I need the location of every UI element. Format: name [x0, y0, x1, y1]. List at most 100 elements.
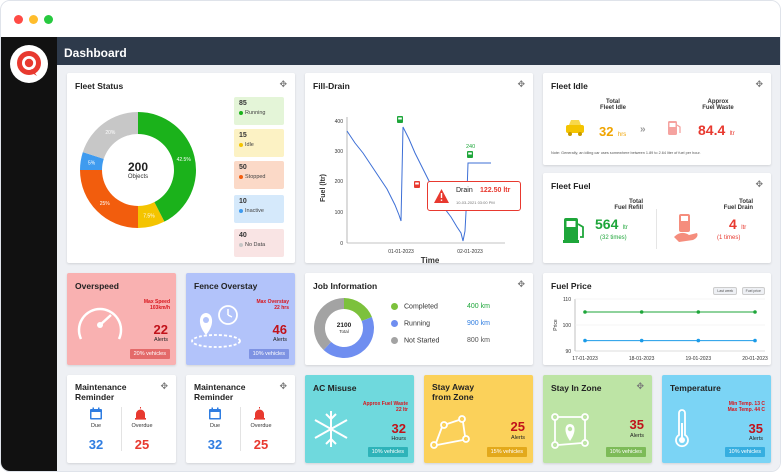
- idle-total-label: Total Fleet Idle: [599, 99, 626, 111]
- move-icon[interactable]: ✥: [279, 79, 287, 89]
- stay-in-zone-count: 35: [629, 417, 644, 432]
- fleet-idle-card: Fleet Idle ✥ Total Fleet Idle 32 hrs » A…: [543, 73, 771, 165]
- legend-dot: [239, 110, 243, 115]
- legend-count: 10: [239, 198, 247, 205]
- divider: [240, 407, 241, 451]
- legend-label: Inactive: [245, 208, 264, 214]
- app-logo[interactable]: [10, 45, 48, 83]
- vehicles-badge: 10% vehicles: [724, 447, 765, 457]
- y-tick-label: 110: [563, 297, 571, 303]
- period-select[interactable]: Last week: [713, 287, 738, 295]
- fleet-total: 200: [127, 160, 149, 174]
- move-icon[interactable]: ✥: [160, 381, 168, 391]
- location-fence-icon: [191, 305, 241, 348]
- donut-slice[interactable]: [138, 112, 196, 222]
- fuel-drain-icon: [674, 214, 698, 242]
- idle-total-unit: hrs: [617, 132, 627, 138]
- overspeed-count: 22: [153, 322, 168, 337]
- count-label: Alerts: [272, 337, 287, 343]
- y-tick-label: 90: [565, 349, 571, 355]
- fence-count: 46: [272, 322, 287, 337]
- arrow-icon: »: [640, 124, 646, 135]
- fuel-pump-icon: [397, 116, 403, 123]
- x-tick-label: 02-01-2023: [457, 249, 483, 255]
- snowflake-icon: [314, 411, 348, 447]
- data-point[interactable]: [696, 310, 701, 314]
- drain-popup[interactable]: Drain 122.50 ltr 10-03-2021 03:00 PM: [427, 181, 521, 211]
- fuel-waste-value: 84.4: [698, 122, 726, 138]
- alarm-icon: [254, 407, 265, 420]
- minimize-dot[interactable]: [29, 15, 38, 24]
- vehicles-badge: 15% vehicles: [486, 447, 527, 457]
- calendar-icon: [209, 407, 221, 420]
- move-icon[interactable]: ✥: [279, 381, 287, 391]
- donut-slice[interactable]: [323, 317, 374, 358]
- stay-away-card: Stay Away from Zone 25 Alerts 15% vehicl…: [424, 375, 533, 463]
- data-point[interactable]: [696, 338, 701, 343]
- slice-label: 20%: [105, 130, 116, 136]
- divider: [121, 407, 122, 451]
- count-label: Alerts: [510, 435, 525, 441]
- fuel-refill-value: 564: [595, 216, 619, 232]
- fuel-drain-value: 4: [729, 216, 737, 232]
- move-icon[interactable]: ✥: [517, 279, 525, 289]
- fuel-refill-label: Total Fuel Refill: [614, 199, 643, 211]
- data-point[interactable]: [753, 310, 757, 314]
- data-point[interactable]: [753, 338, 757, 343]
- data-point[interactable]: [639, 310, 644, 314]
- legend-count: 40: [239, 232, 247, 239]
- job-legend-row: Running 900 km: [391, 320, 521, 327]
- card-title: Stay In Zone: [551, 383, 602, 393]
- overdue-label: Overdue: [250, 423, 272, 429]
- donut-slice[interactable]: [80, 152, 104, 170]
- zone-route-icon: [430, 415, 470, 449]
- legend-item-idle[interactable]: 15 Idle: [234, 129, 284, 157]
- overdue-count: 25: [253, 437, 269, 452]
- max-temp: Max Temp. 44 C: [727, 407, 765, 413]
- card-title: Fleet Idle: [551, 81, 588, 91]
- card-title: Job Information: [313, 281, 378, 291]
- legend-label: Idle: [245, 142, 254, 148]
- legend-count: 15: [239, 132, 247, 139]
- metric-select[interactable]: Fuel price: [741, 287, 765, 295]
- maintenance-card: Maintenance Reminder ✥ Due 32 Overdue 25: [67, 375, 176, 463]
- vehicles-badge: 10% vehicles: [367, 447, 408, 457]
- warning-icon: [434, 189, 449, 203]
- x-axis-label: Time: [421, 256, 440, 263]
- move-icon[interactable]: ✥: [755, 79, 763, 89]
- y-tick-label: 0: [340, 241, 343, 247]
- donut-slice[interactable]: [314, 298, 344, 350]
- data-point[interactable]: [639, 338, 644, 343]
- temperature-count: 35: [748, 421, 763, 436]
- zone-pin-icon: [551, 413, 589, 449]
- maximize-dot[interactable]: [44, 15, 53, 24]
- count-label: Hours: [391, 436, 406, 442]
- legend-item-running[interactable]: 85 Running: [234, 97, 284, 125]
- window-chrome: [1, 1, 780, 37]
- max-overstay-value: 22 hrs: [274, 305, 289, 311]
- x-tick-label: 01-01-2023: [388, 249, 414, 255]
- donut-slice[interactable]: [82, 112, 138, 159]
- data-point[interactable]: [583, 310, 587, 314]
- overdue-count: 25: [134, 437, 150, 452]
- slice-label: 5%: [88, 161, 96, 167]
- donut-slice[interactable]: [344, 298, 372, 322]
- donut-slice[interactable]: [138, 202, 165, 228]
- job-total-label: Total: [339, 329, 349, 334]
- legend-item-no-data[interactable]: 40 No Data: [234, 229, 284, 257]
- close-dot[interactable]: [14, 15, 23, 24]
- y-axis-label: Price: [553, 319, 559, 331]
- move-icon[interactable]: ✥: [636, 381, 644, 391]
- legend-item-stopped[interactable]: 50 Stopped: [234, 161, 284, 189]
- donut-slice[interactable]: [80, 170, 138, 228]
- y-tick-label: 100: [335, 210, 344, 216]
- move-icon[interactable]: ✥: [755, 179, 763, 189]
- divider: [656, 209, 657, 249]
- move-icon[interactable]: ✥: [517, 79, 525, 89]
- y-tick-label: 200: [335, 179, 344, 185]
- calendar-icon: [90, 407, 102, 420]
- legend-item-inactive[interactable]: 10 Inactive: [234, 195, 284, 223]
- refill-label: 240: [466, 144, 475, 150]
- data-point[interactable]: [583, 338, 587, 343]
